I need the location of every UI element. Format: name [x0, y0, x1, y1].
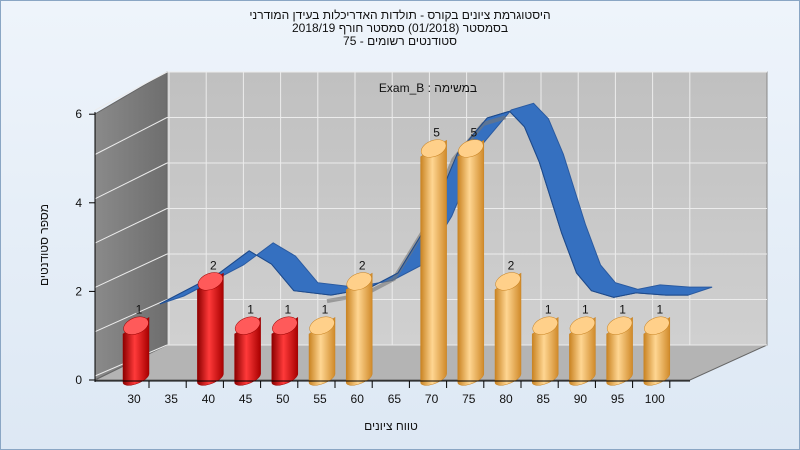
bar-cap — [197, 272, 224, 291]
x-tick-label: 85 — [537, 392, 551, 406]
bar-cap — [234, 316, 261, 335]
x-axis-label: טווח ציונים — [364, 419, 418, 433]
bar-value-label: 1 — [656, 303, 663, 317]
bar-value-label: 1 — [545, 303, 552, 317]
bar-30: 1 — [122, 303, 150, 386]
bars: 1 2 1 1 1 2 5 5 2 1 1 1 1 — [122, 126, 671, 386]
bar-body — [420, 139, 447, 386]
bar-cap — [569, 316, 596, 335]
chart-subtitle: במשימה : Exam_B — [379, 81, 477, 95]
bar-45: 1 — [234, 303, 261, 386]
x-tick-label: 80 — [499, 392, 513, 406]
chart-title-line-1: היסטוגרמת ציונים בקורס - תולדות האדריכלו… — [249, 8, 551, 22]
bar-90: 1 — [569, 303, 596, 386]
bar-value-label: 2 — [359, 258, 366, 272]
bar-value-label: 1 — [284, 303, 291, 317]
x-ticks: 30 35 40 45 50 55 60 65 70 75 80 85 90 95 100 — [127, 381, 671, 406]
y-tick-label: 2 — [75, 284, 82, 298]
bar-85: 1 — [531, 303, 559, 386]
bar-value-label: 1 — [322, 303, 329, 317]
bar-75: 5 — [457, 126, 485, 386]
bar-cap — [272, 316, 298, 335]
bar-70: 5 — [420, 126, 447, 386]
chart-title-line-2: בסמסטר (01/2018) סמסטר חורף 2018/19 — [291, 21, 509, 35]
gridline-side — [94, 117, 168, 155]
bar-body — [494, 272, 522, 386]
bar-cap — [532, 316, 558, 335]
bar-cap — [458, 139, 484, 158]
gridline-side — [94, 253, 168, 288]
gridline-side — [94, 162, 168, 200]
x-tick-label: 100 — [645, 392, 665, 406]
x-tick-label: 35 — [165, 392, 179, 406]
bar-cap — [346, 272, 372, 291]
gridline-side — [94, 299, 168, 333]
bar-50: 1 — [271, 303, 299, 386]
bar-cap — [606, 316, 633, 335]
bar-value-label: 1 — [247, 303, 254, 317]
bar-value-label: 1 — [582, 303, 589, 317]
y-ticks: 0 2 4 6 — [75, 107, 95, 387]
y-tick-label: 4 — [75, 196, 82, 210]
x-tick-label: 90 — [574, 392, 588, 406]
x-tick-label: 65 — [388, 392, 402, 406]
bar-95: 1 — [606, 303, 633, 386]
x-tick-label: 70 — [425, 392, 439, 406]
bar-body — [345, 272, 373, 386]
bar-value-label: 1 — [136, 303, 143, 317]
y-tick-label: 0 — [75, 373, 82, 387]
y-tick-label: 6 — [75, 107, 82, 121]
x-tick-label: 75 — [462, 392, 476, 406]
x-tick-label: 30 — [127, 392, 141, 406]
bar-40: 2 — [197, 258, 224, 386]
bar-cap — [420, 139, 447, 158]
x-tick-label: 50 — [276, 392, 290, 406]
bar-value-label: 2 — [508, 258, 515, 272]
bar-100: 1 — [643, 303, 671, 386]
bar-cap — [123, 316, 149, 335]
gridline-side — [94, 208, 168, 244]
x-tick-label: 95 — [611, 392, 625, 406]
y-axis-label: מספר סטודנטים — [37, 204, 51, 286]
chart-titles: היסטוגרמת ציונים בקורס - תולדות האדריכלו… — [0, 9, 800, 48]
gridline-side — [94, 71, 168, 111]
bar-cap — [495, 272, 521, 291]
chart-title-line-3: סטודנטים רשומים - 75 — [343, 34, 457, 48]
bar-body — [197, 272, 224, 386]
bar-value-label: 1 — [619, 303, 626, 317]
x-tick-label: 45 — [239, 392, 253, 406]
bar-55: 1 — [308, 303, 336, 386]
bar-80: 2 — [494, 258, 522, 386]
x-tick-label: 40 — [202, 392, 216, 406]
bar-value-label: 5 — [433, 126, 440, 140]
bar-body — [457, 139, 485, 386]
bar-60: 2 — [345, 258, 373, 386]
bar-value-label: 5 — [470, 126, 477, 140]
curve-edge — [159, 110, 689, 305]
bar-cap — [644, 316, 670, 335]
bar-value-label: 2 — [210, 258, 217, 272]
x-tick-label: 60 — [351, 392, 365, 406]
bar-cap — [309, 316, 335, 335]
x-tick-label: 55 — [313, 392, 327, 406]
